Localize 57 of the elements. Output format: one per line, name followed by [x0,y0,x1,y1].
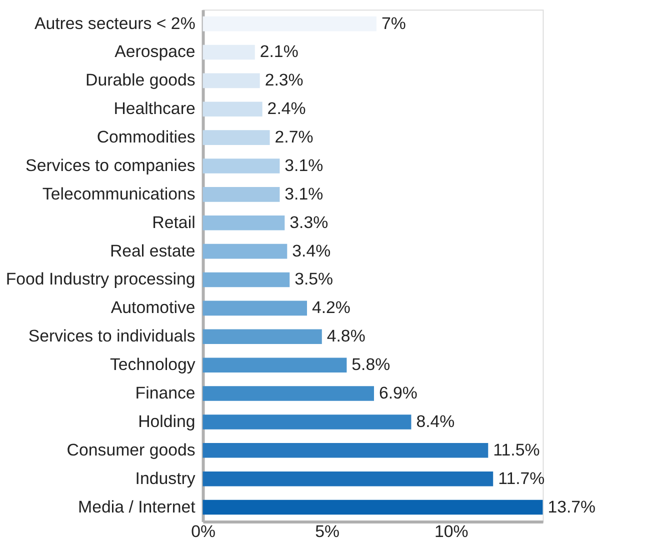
y-tick-label: Autres secteurs < 2% [34,14,196,33]
bar [202,187,280,202]
bar [202,73,260,88]
data-label: 8.4% [416,412,455,431]
x-tick-label: 0% [191,522,216,541]
bar [202,272,290,288]
bar [202,500,543,515]
data-label: 3.5% [294,270,334,289]
y-tick-label: Media / Internet [78,497,196,516]
data-label: 2.4% [267,99,306,118]
data-label: 11.7% [498,468,545,488]
bar [202,414,412,430]
y-tick-label: Industry [135,468,196,488]
y-tick-label: Technology [110,355,196,374]
bar [202,443,488,458]
data-label: 4.8% [326,326,366,346]
data-label: 13.7% [548,497,596,516]
y-tick-label: Automotive [110,298,196,318]
y-tick-label: Holding [138,412,196,431]
y-tick-label: Services to individuals [28,326,196,346]
bar [202,471,494,486]
bar [202,130,270,145]
y-tick-label: Finance [135,383,196,402]
bar [202,244,288,259]
y-tick-label: Services to companies [26,156,196,175]
data-label: 3.4% [292,241,331,260]
y-tick-label: Aerospace [114,42,196,62]
data-label: 6.9% [378,383,418,402]
x-tick-label: 5% [315,522,340,541]
data-label: 3.3% [290,212,328,232]
data-label: 2.7% [274,128,314,147]
y-tick-label: Commodities [96,128,196,147]
data-label: 2.3% [264,70,304,90]
bar [202,44,255,60]
bar [202,329,322,344]
data-label: 3.1% [284,184,324,204]
bar [202,215,285,230]
bar [202,102,262,117]
y-tick-label: Consumer goods [66,440,196,460]
bar [202,158,280,174]
y-tick-label: Real estate [110,241,196,260]
y-tick-label: Durable goods [86,70,196,90]
data-label: 11.5% [493,440,540,460]
data-label: 2.1% [260,42,298,62]
bar [202,16,376,32]
bar [202,386,374,401]
y-tick-label: Food Industry processing [6,270,196,289]
y-tick-label: Retail [152,212,196,232]
bar [202,300,308,316]
data-label: 3.1% [284,156,324,175]
data-label: 4.2% [312,298,350,318]
y-tick-label: Healthcare [114,99,196,118]
data-label: 5.8% [352,355,390,374]
data-label: 7% [381,14,406,33]
x-tick-label: 10% [434,522,468,541]
bar [202,358,347,372]
y-tick-label: Telecommunications [42,184,196,204]
